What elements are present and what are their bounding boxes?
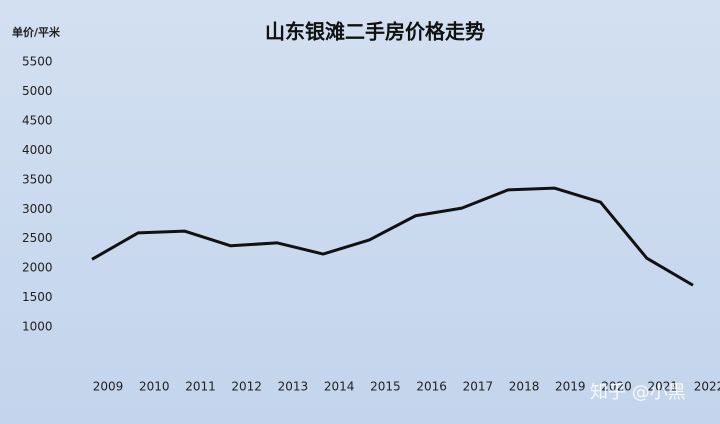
x-tick-label: 2012 — [231, 380, 262, 394]
x-tick-label: 2016 — [416, 380, 447, 394]
x-tick-label: 2013 — [278, 380, 309, 394]
line — [91, 186, 694, 287]
x-tick-label: 2019 — [555, 380, 586, 394]
y-tick-label: 3000 — [22, 202, 53, 216]
x-tick-label: 2010 — [139, 380, 170, 394]
y-axis-label: 单价/平米 — [12, 25, 61, 39]
y-tick-label: 5500 — [22, 55, 53, 69]
y-tick-label: 5000 — [22, 84, 53, 98]
watermark: 知乎 @小黑 — [590, 382, 686, 403]
y-tick-label: 2000 — [22, 261, 53, 275]
x-tick-label: 2011 — [185, 380, 216, 394]
y-tick-label: 3500 — [22, 172, 53, 186]
x-tick-label: 2009 — [93, 380, 124, 394]
x-tick-label: 2018 — [509, 380, 540, 394]
x-tick-label: 2020 — [601, 380, 632, 394]
y-tick-label: 1000 — [22, 320, 53, 334]
chart-title: 山东银滩二手房价格走势 — [265, 20, 485, 44]
x-tick-label: 2021 — [647, 380, 678, 394]
x-tick-label: 2017 — [463, 380, 494, 394]
y-tick-label: 1500 — [22, 290, 53, 304]
x-tick-label: 2015 — [370, 380, 401, 394]
x-tick-label: 2022 — [694, 380, 720, 394]
y-tick-label: 4000 — [22, 143, 53, 157]
y-tick-label: 4500 — [22, 113, 53, 127]
x-tick-label: 2014 — [324, 380, 355, 394]
y-tick-label: 2500 — [22, 231, 53, 245]
